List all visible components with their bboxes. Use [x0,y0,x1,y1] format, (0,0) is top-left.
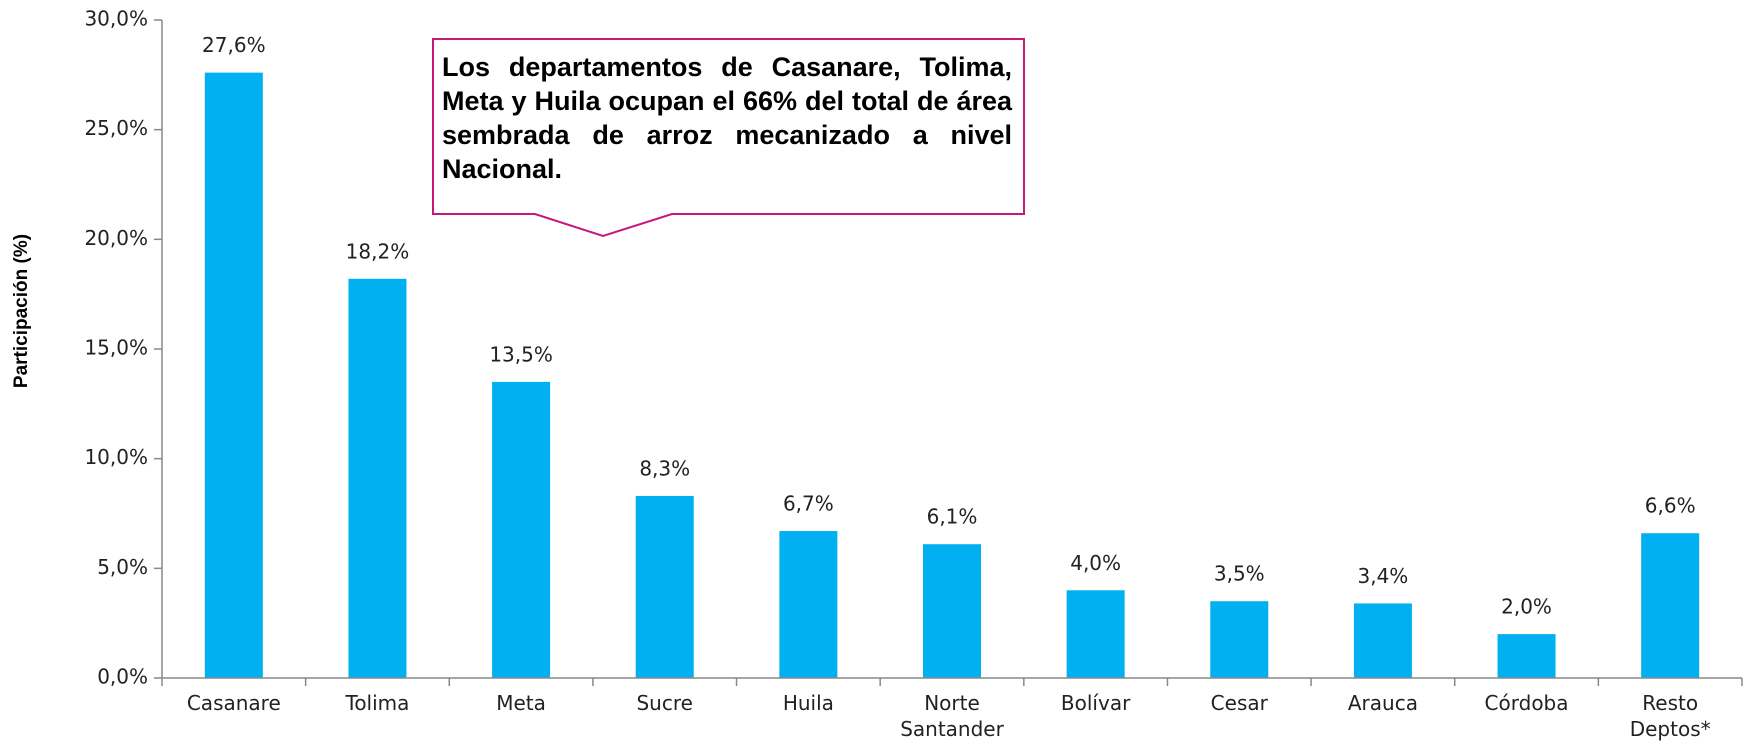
bar [1641,533,1700,678]
value-label: 6,1% [927,505,978,529]
y-tick-label: 30,0% [84,7,148,31]
value-label: 18,2% [346,239,410,263]
y-tick-label: 10,0% [84,445,148,469]
bar [1066,590,1125,678]
y-tick-label: 0,0% [97,665,148,689]
y-tick-label: 25,0% [84,116,148,140]
x-tick-label: Córdoba [1484,691,1569,715]
bar [348,278,407,678]
bar [779,531,838,678]
value-label: 13,5% [489,342,553,366]
y-tick-label: 15,0% [84,336,148,360]
x-tick-label: Meta [496,691,546,715]
annotation: Los departamentos de Casanare, Tolima, M… [442,52,1012,184]
bar [1353,603,1412,678]
x-tick-label: Bolívar [1060,691,1131,715]
value-label: 27,6% [202,33,266,57]
value-label: 2,0% [1501,595,1552,619]
x-tick-label: Norte Santander [900,691,1004,741]
value-label: 6,6% [1645,494,1696,518]
value-label: 3,5% [1214,562,1265,586]
value-label: 4,0% [1070,551,1121,575]
bar [1497,634,1556,678]
callout-box [432,38,1025,238]
bar [635,495,694,678]
value-label: 3,4% [1358,564,1409,588]
value-label: 6,7% [783,492,834,516]
bar [1210,601,1269,678]
x-tick-label: Resto Deptos* [1629,691,1711,741]
bar [492,381,551,678]
x-tick-label: Huila [782,691,834,715]
x-tick-label: Tolima [345,691,410,715]
x-tick-label: Casanare [186,691,281,715]
x-tick-label: Cesar [1210,691,1268,715]
x-tick-label: Sucre [636,691,693,715]
value-label: 8,3% [639,456,690,480]
y-axis-label: Participación (%) [11,233,32,389]
bar [204,72,263,678]
bar [923,544,981,678]
x-tick-label: Arauca [1347,691,1418,715]
y-tick-label: 20,0% [84,226,148,250]
y-tick-label: 5,0% [97,555,148,579]
